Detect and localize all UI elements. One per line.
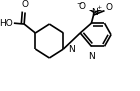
Text: HO: HO	[0, 19, 13, 28]
Text: O: O	[106, 3, 113, 12]
Text: O: O	[22, 0, 29, 9]
Text: N: N	[91, 8, 98, 17]
Text: +: +	[96, 5, 102, 10]
Text: −: −	[77, 0, 82, 5]
Text: N: N	[68, 45, 75, 54]
Text: O: O	[79, 2, 86, 11]
Text: N: N	[88, 52, 95, 61]
